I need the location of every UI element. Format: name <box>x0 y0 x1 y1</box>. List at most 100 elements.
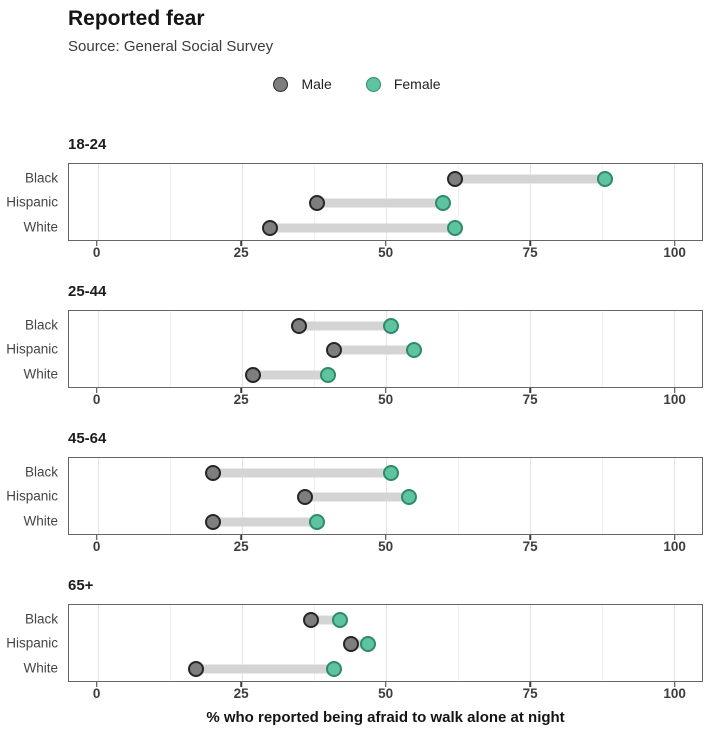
major-gridline <box>529 605 531 681</box>
chart-header: Reported fear Source: General Social Sur… <box>0 0 714 56</box>
dumbbell-band <box>253 370 329 380</box>
male-point <box>343 635 360 652</box>
x-axis-tick <box>673 682 676 687</box>
x-axis-tick <box>673 241 676 246</box>
dumbbell-band <box>333 345 415 354</box>
dumbbell-band <box>310 615 340 625</box>
y-axis-label: Black <box>24 317 58 333</box>
x-axis-tick <box>529 535 531 540</box>
x-axis-tick-label: 100 <box>663 392 686 407</box>
x-axis-tick-label: 50 <box>378 539 394 554</box>
y-axis-labels: Black Hispanic White <box>0 604 68 682</box>
minor-gridline <box>313 605 315 681</box>
y-axis-label: Black <box>24 170 58 186</box>
major-gridline <box>241 311 243 387</box>
legend-item-male: Male <box>273 76 332 92</box>
x-axis-tick-label: 50 <box>378 245 394 260</box>
y-axis-label: White <box>23 513 58 529</box>
x-axis: 0 25 50 75 100 <box>68 682 703 704</box>
major-gridline <box>673 164 675 240</box>
dumbbell-band <box>351 639 369 648</box>
minor-gridline <box>169 458 171 534</box>
x-axis-tick <box>240 682 242 687</box>
x-axis: 0 25 50 75 100 <box>68 241 703 263</box>
major-gridline <box>97 164 99 240</box>
male-point <box>446 171 463 187</box>
x-axis-tick-label: 100 <box>663 539 686 554</box>
female-point <box>383 465 400 481</box>
female-point <box>446 220 463 236</box>
x-axis-tick <box>384 241 387 246</box>
male-point <box>297 488 314 505</box>
legend: Male Female <box>0 76 714 92</box>
facet-label: 18-24 <box>68 136 107 153</box>
x-axis: 0 25 50 75 100 <box>68 388 703 410</box>
minor-gridline <box>601 311 603 387</box>
x-axis-tick-label: 75 <box>522 539 538 554</box>
major-gridline <box>241 458 243 534</box>
facet-label: 45-64 <box>68 430 107 447</box>
major-gridline <box>385 605 387 681</box>
male-point <box>262 220 279 236</box>
female-point <box>308 514 325 530</box>
facet-body: Black Hispanic White <box>0 163 714 241</box>
x-axis-tick <box>95 388 98 393</box>
major-gridline <box>241 164 243 240</box>
plot-panel <box>68 604 703 682</box>
facet-label: 65+ <box>68 577 94 594</box>
x-axis-tick <box>240 535 242 540</box>
facet-body: Black Hispanic White <box>0 457 714 535</box>
y-axis-label: Hispanic <box>6 635 58 650</box>
y-axis-label: Hispanic <box>6 341 58 356</box>
male-point <box>245 367 262 383</box>
female-point <box>325 661 342 677</box>
y-axis-labels: Black Hispanic White <box>0 457 68 535</box>
male-point <box>187 661 204 677</box>
x-axis-tick-label: 25 <box>233 686 249 701</box>
male-point <box>308 194 325 211</box>
facet-grid: 18-24 Black Hispanic White 0 25 50 75 100 25-44 Bl… <box>0 136 714 704</box>
dumbbell-band <box>195 664 334 674</box>
x-axis-tick-label: 25 <box>233 539 249 554</box>
facet-65+: 65+ Black Hispanic White 0 25 50 75 100 <box>0 577 714 704</box>
x-axis-tick <box>95 241 98 246</box>
x-axis-tick-label: 50 <box>378 686 394 701</box>
x-axis-tick <box>529 241 531 246</box>
female-point-icon <box>365 76 381 92</box>
x-axis-tick-label: 100 <box>663 686 686 701</box>
facet-label: 25-44 <box>68 283 107 300</box>
facet-body: Black Hispanic White <box>0 604 714 682</box>
minor-gridline <box>457 164 459 240</box>
x-axis-tick <box>240 388 242 393</box>
major-gridline <box>97 605 99 681</box>
major-gridline <box>673 605 675 681</box>
minor-gridline <box>457 311 459 387</box>
minor-gridline <box>169 605 171 681</box>
legend-label-male: Male <box>301 76 332 92</box>
minor-gridline <box>457 605 459 681</box>
x-axis-tick-label: 75 <box>522 686 538 701</box>
x-axis-tick-label: 50 <box>378 392 394 407</box>
major-gridline <box>529 311 531 387</box>
major-gridline <box>673 311 675 387</box>
minor-gridline <box>169 164 171 240</box>
male-point <box>302 612 319 628</box>
female-point <box>435 194 452 211</box>
minor-gridline <box>169 311 171 387</box>
major-gridline <box>241 605 243 681</box>
minor-gridline <box>457 458 459 534</box>
major-gridline <box>97 311 99 387</box>
male-point <box>204 514 221 530</box>
legend-label-female: Female <box>393 76 441 92</box>
x-axis-tick-label: 75 <box>522 245 538 260</box>
major-gridline <box>673 458 675 534</box>
facet-body: Black Hispanic White <box>0 310 714 388</box>
female-point <box>596 171 613 187</box>
minor-gridline <box>313 311 315 387</box>
x-axis-tick <box>384 388 387 393</box>
chart-title: Reported fear <box>68 7 205 30</box>
y-axis-label: White <box>23 366 58 382</box>
plot-panel <box>68 457 703 535</box>
male-point <box>204 465 221 481</box>
